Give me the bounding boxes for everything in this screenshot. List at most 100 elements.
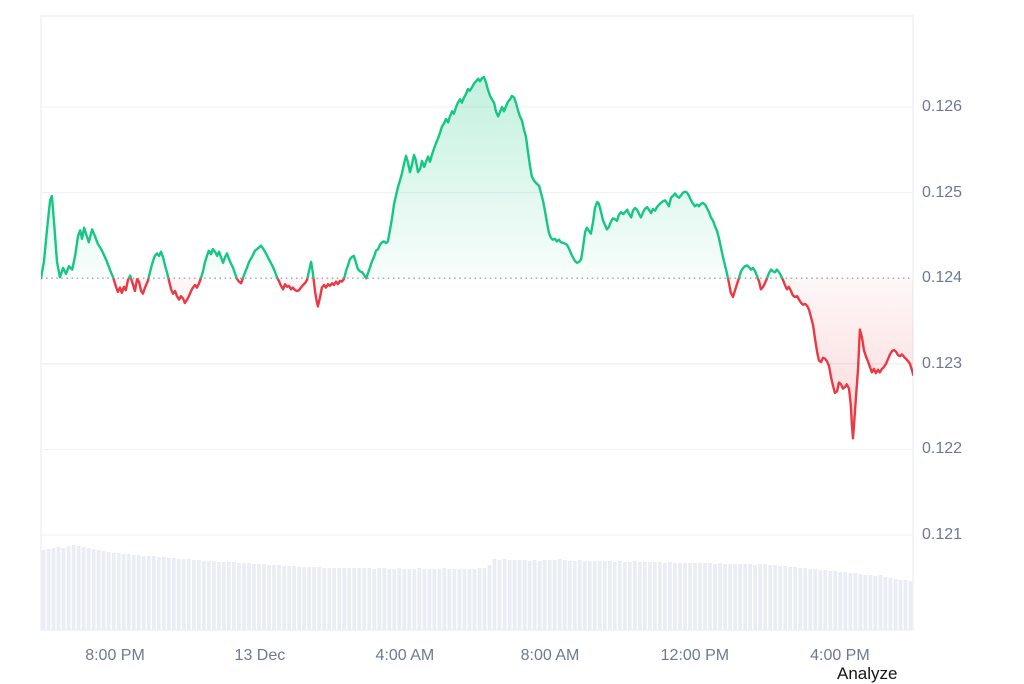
volume-bar (878, 575, 883, 630)
volume-bar (658, 562, 662, 630)
volume-bar (81, 547, 86, 630)
volume-bar (633, 561, 637, 630)
volume-bar (292, 566, 296, 630)
volume-bar (51, 548, 56, 630)
volume-bar (472, 569, 477, 630)
volume-bar (883, 577, 888, 630)
volume-bar (542, 560, 547, 630)
volume-bar (282, 566, 286, 630)
volume-bar (643, 562, 647, 630)
volume-bar (828, 571, 833, 630)
volume-bar (572, 561, 577, 630)
volume-bar (166, 558, 171, 630)
volume-bar (698, 563, 702, 630)
volume-bar (116, 553, 121, 630)
volume-bar (537, 561, 542, 630)
volume-bar (607, 561, 612, 630)
volume-bar (267, 565, 271, 630)
volume-bar (648, 562, 652, 630)
volume-bar (678, 563, 682, 630)
volume-bar (793, 567, 798, 630)
volume-bar (728, 564, 732, 630)
volume-bar (327, 568, 332, 630)
volume-bar (287, 566, 291, 630)
volume-bar (181, 559, 186, 630)
volume-bar (242, 563, 246, 630)
volume-bar (197, 560, 201, 630)
volume-bar (412, 569, 417, 630)
volume-bar (532, 560, 537, 630)
volume-bar (562, 560, 567, 630)
volume-bar (56, 547, 61, 630)
volume-bar (61, 548, 66, 630)
volume-bar (337, 568, 342, 630)
y-tick-label: 0.122 (922, 440, 963, 458)
volume-bar (693, 563, 697, 630)
volume-bar (222, 562, 226, 630)
volume-bar (382, 568, 387, 630)
volume-bar (552, 560, 557, 630)
volume-bar (186, 559, 191, 630)
volume-bar (888, 578, 893, 630)
volume-bar (868, 575, 873, 630)
volume-bar (171, 558, 176, 630)
volume-bar (217, 562, 221, 630)
volume-bar (76, 546, 81, 630)
volume-bar (397, 568, 402, 630)
volume-bar (808, 569, 813, 630)
volume-bar (778, 566, 783, 630)
volume-bar (247, 563, 251, 630)
volume-bar (898, 580, 903, 630)
volume-bar (191, 560, 196, 630)
volume-bar (392, 569, 397, 630)
analyze-link[interactable]: Analyze (837, 664, 898, 683)
volume-bar (507, 560, 512, 630)
volume-bar (487, 565, 492, 630)
volume-bar (161, 557, 166, 630)
volume-bar (893, 579, 898, 630)
volume-bar (783, 566, 788, 630)
volume-bar (602, 561, 607, 630)
volume-bar (71, 545, 76, 630)
volume-bar (833, 571, 838, 630)
volume-bar (512, 560, 517, 630)
volume-bar (853, 573, 858, 630)
volume-bar (297, 567, 301, 630)
volume-bar (402, 569, 407, 630)
volume-bar (272, 565, 276, 630)
volume-bar (627, 562, 632, 630)
volume-bar (237, 563, 241, 630)
volume-bar (332, 568, 337, 630)
volume-bar (136, 555, 141, 630)
volume-bar (357, 568, 362, 630)
volume-bar (322, 568, 326, 630)
volume-bar (497, 560, 502, 630)
x-tick-label: 4:00 PM (810, 647, 870, 664)
volume-bar (723, 564, 727, 630)
volume-bar (302, 567, 306, 630)
y-tick-label: 0.123 (922, 354, 963, 372)
volume-bar (317, 567, 321, 630)
volume-bar (126, 554, 131, 630)
volume-bar (262, 564, 266, 630)
price-area-down (113, 278, 913, 439)
volume-bar (527, 561, 532, 630)
volume-bar (277, 565, 281, 630)
volume-bar (838, 572, 843, 630)
volume-bar (212, 561, 216, 630)
volume-bar (557, 559, 562, 630)
volume-bar (617, 561, 622, 630)
volume-bar (577, 560, 582, 630)
volume-bar (823, 570, 828, 630)
y-tick-label: 0.121 (922, 526, 963, 543)
volume-bar (753, 565, 757, 630)
volume-bar (708, 563, 712, 630)
volume-bar (312, 567, 316, 630)
volume-bar (156, 557, 161, 630)
volume-bar (803, 568, 808, 630)
x-tick-label: 13 Dec (234, 647, 286, 664)
volume-bar (843, 572, 848, 630)
volume-bar (131, 555, 136, 630)
volume-bar (638, 562, 642, 630)
